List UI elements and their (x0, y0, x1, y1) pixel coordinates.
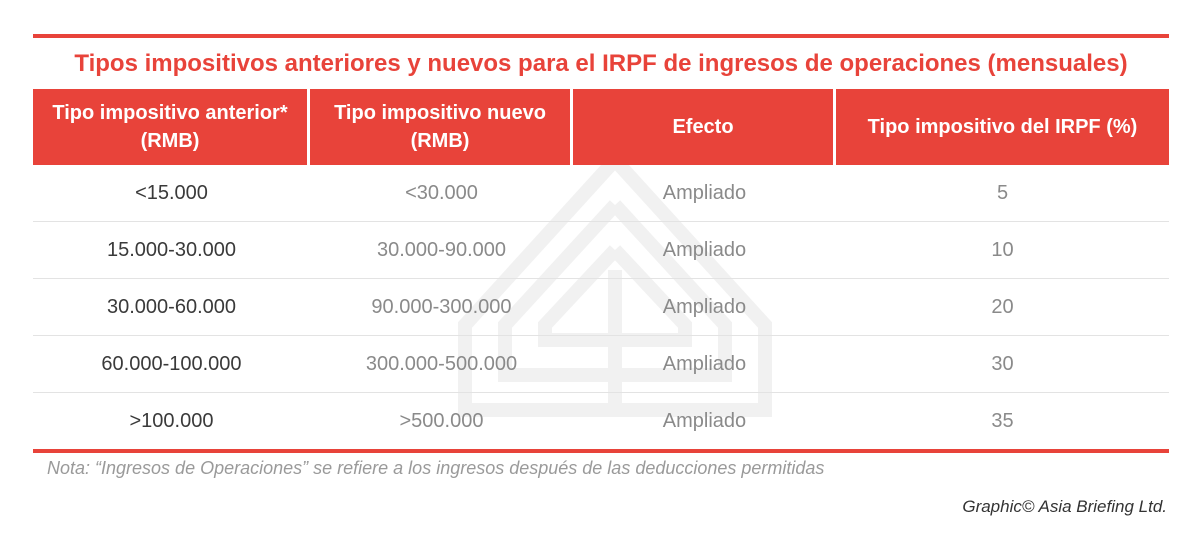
cell-new: 300.000-500.000 (310, 336, 573, 393)
cell-new: 30.000-90.000 (310, 222, 573, 279)
cell-new: <30.000 (310, 165, 573, 222)
top-rule (33, 34, 1169, 38)
cell-previous: <15.000 (33, 165, 310, 222)
cell-previous: >100.000 (129, 409, 214, 432)
table-row: 15.000-30.000 30.000-90.000 Ampliado 10 (33, 222, 1169, 279)
cell-new: >500.000 (399, 409, 484, 432)
header-row: Tipo impositivo anterior* (RMB) Tipo imp… (33, 89, 1169, 165)
cell-effect: Ampliado (662, 409, 747, 432)
cell-rate: 20 (836, 279, 1169, 336)
cell-effect: Ampliado (573, 279, 836, 336)
table-row: >100.000 >500.000 Ampliado 35 (33, 393, 1169, 449)
cell-effect: Ampliado (573, 222, 836, 279)
table-title: Tipos impositivos anteriores y nuevos pa… (74, 50, 1128, 77)
header-irpf-rate: Tipo impositivo del IRPF (%) (836, 89, 1169, 165)
tax-rate-table: Tipo impositivo anterior* (RMB) Tipo imp… (33, 89, 1169, 449)
table-row: <15.000 <30.000 Ampliado 5 (33, 165, 1169, 222)
header-previous-rate: Tipo impositivo anterior* (RMB) (33, 89, 310, 165)
cell-rate: 10 (836, 222, 1169, 279)
cell-previous: 60.000-100.000 (33, 336, 310, 393)
cell-previous: 30.000-60.000 (33, 279, 310, 336)
table-row: 60.000-100.000 300.000-500.000 Ampliado … (33, 336, 1169, 393)
bottom-rule (33, 449, 1169, 453)
cell-effect: Ampliado (573, 336, 836, 393)
cell-new: 90.000-300.000 (310, 279, 573, 336)
cell-rate: 30 (836, 336, 1169, 393)
cell-previous: 15.000-30.000 (33, 222, 310, 279)
table-row: 30.000-60.000 90.000-300.000 Ampliado 20 (33, 279, 1169, 336)
header-effect: Efecto (573, 89, 836, 165)
tax-table-card: Tipos impositivos anteriores y nuevos pa… (33, 34, 1169, 453)
cell-effect: Ampliado (573, 165, 836, 222)
cell-rate: 5 (836, 165, 1169, 222)
header-new-rate: Tipo impositivo nuevo (RMB) (310, 89, 573, 165)
cell-rate: 35 (991, 409, 1014, 432)
footnote: Nota: “Ingresos de Operaciones” se refie… (47, 458, 825, 478)
graphic-credit: Graphic© Asia Briefing Ltd. (962, 497, 1167, 516)
